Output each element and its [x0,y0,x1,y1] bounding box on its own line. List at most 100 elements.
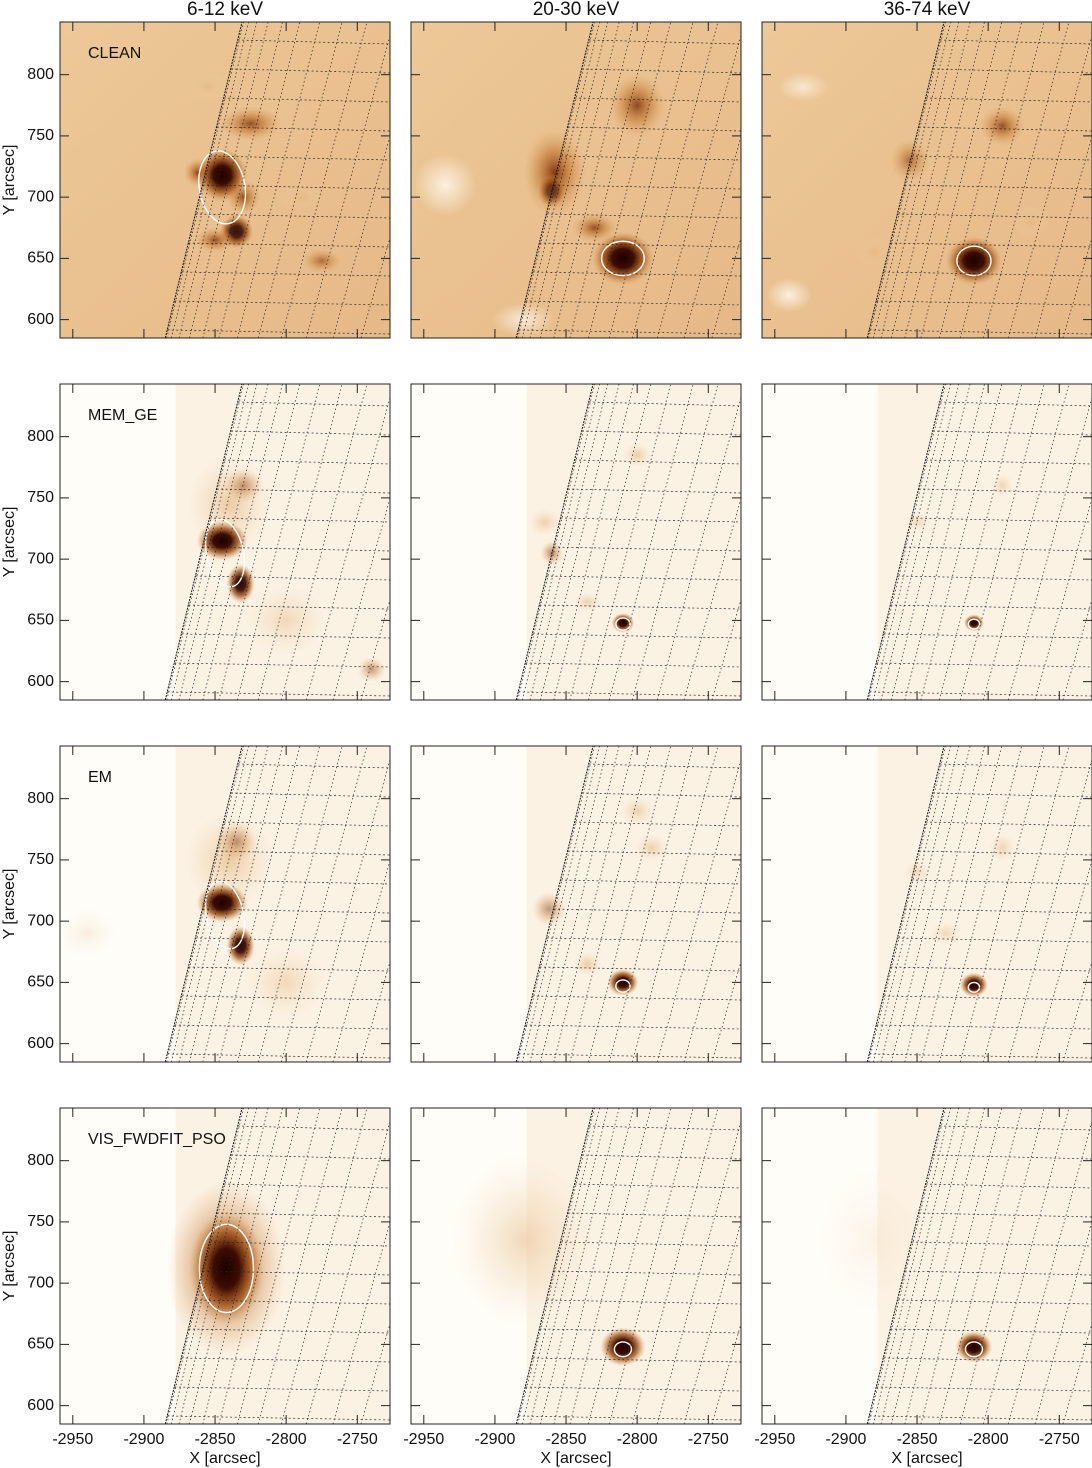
emission [607,968,639,996]
latitude [216,850,390,856]
longitude [1008,396,1092,700]
emission [301,248,342,274]
latitude [539,1328,741,1334]
latitude [939,763,1092,769]
latitude [237,401,390,407]
panel-tint [877,746,1092,1062]
longitude [939,1108,1023,1424]
latitude [911,879,1092,885]
emission [219,106,282,141]
latitude [918,850,1092,856]
longitude [657,758,741,1062]
panel [762,22,1092,338]
longitude [960,746,1045,1062]
longitude [609,746,694,1062]
latitude [518,1053,741,1059]
contour [967,981,981,993]
longitude [1008,758,1092,1062]
emission [766,277,812,313]
longitude [332,1221,390,1424]
y-tick-label: 650 [27,612,54,629]
limb [164,384,243,700]
latitude [546,213,741,219]
latitude [195,1299,390,1305]
longitude [609,22,694,338]
emission [902,859,932,885]
y-tick-label: 700 [27,188,54,205]
latitude [869,1415,1092,1421]
contour [204,518,246,588]
x-tick-label: -2750 [688,1431,729,1448]
row-label: EM [88,769,112,786]
latitude [567,1212,741,1218]
panel [411,384,741,700]
panel [762,746,1092,1062]
latitude [167,691,390,697]
emission [226,564,255,604]
latitude [911,1241,1092,1247]
latitude [188,966,390,972]
y-tick-label: 650 [27,250,54,267]
longitude [609,1108,694,1424]
contour [967,618,981,630]
emission [188,72,228,102]
panel-frame [59,1107,391,1425]
y-axis-label: Y [arcsec] [1,507,18,578]
latitude [216,126,390,132]
latitude [209,1241,390,1247]
longitude [258,746,343,1062]
latitude [925,1183,1092,1189]
latitude [897,937,1092,943]
panel [60,22,390,338]
x-tick-label: -2850 [546,1431,587,1448]
x-axis-label: X [arcsec] [189,1450,260,1467]
panel-frame [59,383,391,701]
latitude [209,155,390,161]
longitude [588,22,672,338]
longitude [588,384,672,700]
y-tick-label: 800 [27,1152,54,1169]
emission [979,106,1026,146]
x-tick-label: -2800 [266,1431,307,1448]
limb [866,1108,945,1424]
latitude [911,155,1092,161]
panel [411,22,741,338]
emission [955,1330,993,1363]
longitude [237,1108,321,1424]
longitude [1034,135,1092,338]
y-tick-label: 650 [27,974,54,991]
panel-frame [59,21,391,339]
latitude [546,937,741,943]
y-axis-label: Y [arcsec] [1,869,18,940]
latitude [588,39,741,45]
latitude [188,242,390,248]
panel-frame [761,21,1092,339]
emission [357,657,386,682]
latitude [560,1241,741,1247]
latitude [574,459,741,465]
emission [854,237,895,267]
contour [204,880,246,950]
emission [196,148,248,203]
y-tick-label: 700 [27,1274,54,1291]
x-tick-label: -2850 [897,1431,938,1448]
emission [60,908,116,958]
latitude [897,575,1092,581]
y-axis-label: Y [arcsec] [1,145,18,216]
latitude [560,879,741,885]
longitude [683,497,741,700]
latitude [897,213,1092,219]
emission [492,302,555,337]
latitude [181,995,390,1001]
panel-frame [761,383,1092,701]
limb [866,384,945,700]
emission [195,227,235,253]
emission [817,1166,932,1314]
longitude [683,135,741,338]
y-tick-label: 650 [27,1336,54,1353]
latitude [869,329,1092,335]
y-tick-label: 750 [27,1213,54,1230]
latitude [167,1415,390,1421]
latitude [167,1053,390,1059]
x-tick-label: -2900 [474,1431,515,1448]
